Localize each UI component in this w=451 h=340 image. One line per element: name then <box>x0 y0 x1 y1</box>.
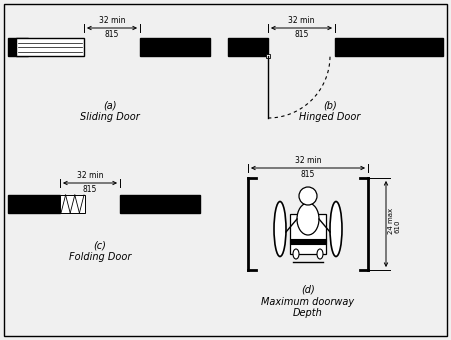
Text: (a)
Sliding Door: (a) Sliding Door <box>80 100 140 122</box>
Bar <box>60 195 85 213</box>
Bar <box>290 239 326 244</box>
Bar <box>140 38 210 56</box>
Text: 24 max: 24 max <box>388 208 394 234</box>
Ellipse shape <box>297 203 319 235</box>
Bar <box>16 38 84 56</box>
Text: 815: 815 <box>105 30 119 39</box>
Text: 32 min: 32 min <box>295 156 321 165</box>
Text: 815: 815 <box>83 185 97 194</box>
Bar <box>120 195 200 213</box>
Bar <box>335 38 443 56</box>
Ellipse shape <box>330 202 342 256</box>
Text: (b)
Hinged Door: (b) Hinged Door <box>299 100 361 122</box>
Text: 32 min: 32 min <box>99 16 125 25</box>
Ellipse shape <box>274 202 286 256</box>
Bar <box>8 195 60 213</box>
Bar <box>228 38 268 56</box>
Ellipse shape <box>317 249 323 259</box>
Circle shape <box>299 187 317 205</box>
Bar <box>290 214 326 254</box>
Text: 32 min: 32 min <box>288 16 315 25</box>
Ellipse shape <box>293 249 299 259</box>
Text: (d)
Maximum doorway
Depth: (d) Maximum doorway Depth <box>262 285 354 318</box>
Bar <box>266 54 270 58</box>
Text: 610: 610 <box>395 219 401 233</box>
Text: 815: 815 <box>295 30 308 39</box>
Text: (c)
Folding Door: (c) Folding Door <box>69 240 131 261</box>
Bar <box>8 38 28 56</box>
Text: 815: 815 <box>301 170 315 179</box>
Text: 32 min: 32 min <box>77 171 103 180</box>
